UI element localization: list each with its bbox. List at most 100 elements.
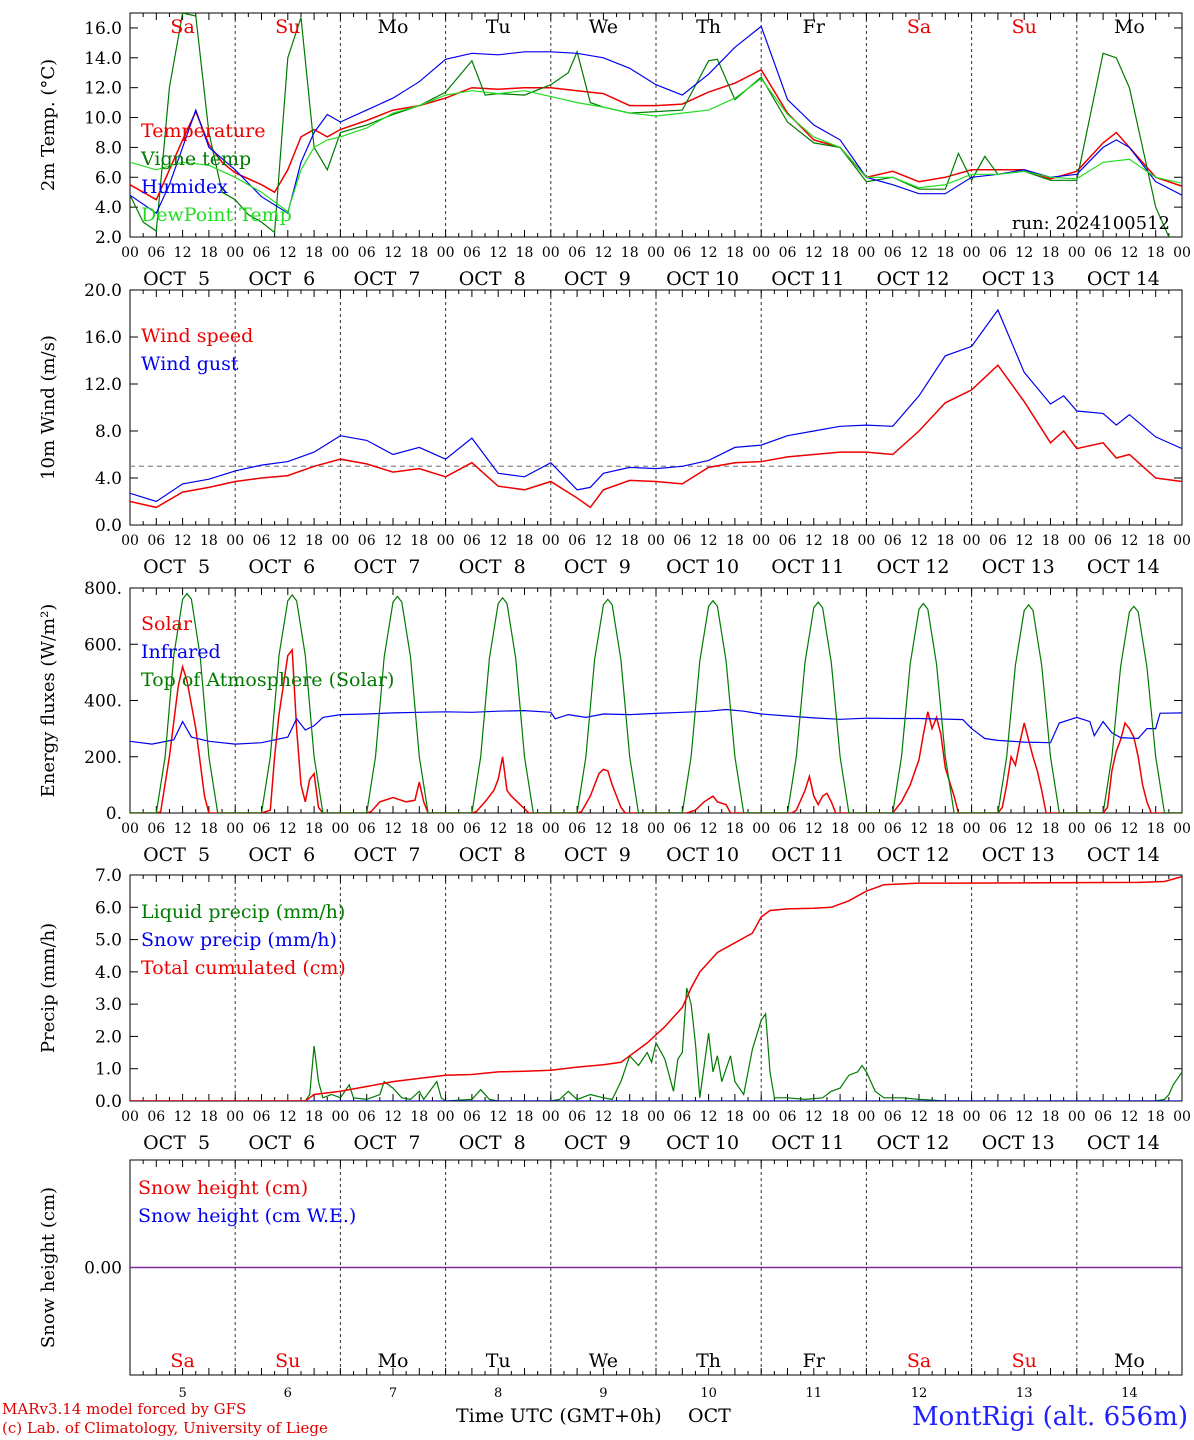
legend-entry: DewPoint Temp bbox=[141, 204, 292, 226]
x-hour-label: 00 bbox=[857, 533, 875, 549]
y-tick-label: 0.0 bbox=[95, 516, 122, 536]
x-hour-label: 00 bbox=[331, 821, 349, 837]
y-tick-label: 2.0 bbox=[95, 1027, 122, 1047]
day-name-label: Sa bbox=[907, 16, 931, 38]
y-tick-label: 8.0 bbox=[95, 422, 122, 442]
x-hour-label: 12 bbox=[279, 821, 297, 837]
x-hour-label: 18 bbox=[1147, 533, 1165, 549]
x-hour-label: 06 bbox=[779, 245, 797, 261]
x-hour-label: 18 bbox=[726, 533, 744, 549]
x-hour-label: 18 bbox=[200, 533, 218, 549]
x-hour-label: 06 bbox=[989, 1109, 1007, 1125]
x-date-label: OCT 5 bbox=[143, 556, 210, 578]
x-axis-month: OCT bbox=[688, 1405, 731, 1427]
x-hour-label: 06 bbox=[463, 821, 481, 837]
x-hour-label: 12 bbox=[279, 245, 297, 261]
y-tick-label: 4.0 bbox=[95, 198, 122, 218]
x-hour-label: 12 bbox=[489, 821, 507, 837]
legend-entry: Solar bbox=[141, 613, 193, 635]
x-date-label: OCT 9 bbox=[564, 268, 631, 290]
day-name-label: Mo bbox=[1114, 16, 1145, 38]
y-tick-label: 12.0 bbox=[84, 375, 122, 395]
day-name-label: Mo bbox=[378, 16, 409, 38]
x-hour-label: 18 bbox=[621, 1109, 639, 1125]
x-hour-label: 00 bbox=[857, 1109, 875, 1125]
x-date-label: OCT 8 bbox=[459, 844, 526, 866]
y-tick-label: 7.0 bbox=[95, 866, 122, 886]
x-date-label: OCT 11 bbox=[771, 844, 844, 866]
x-date-label: OCT 6 bbox=[248, 556, 315, 578]
x-hour-label: 00 bbox=[1173, 533, 1191, 549]
x-hour-label: 18 bbox=[936, 821, 954, 837]
series-line-dewpoint-temp bbox=[130, 77, 1182, 213]
x-hour-label: 18 bbox=[936, 245, 954, 261]
x-hour-label: 12 bbox=[1015, 821, 1033, 837]
x-hour-label: 00 bbox=[963, 821, 981, 837]
x-hour-label: 12 bbox=[910, 821, 928, 837]
day-name-label: We bbox=[589, 16, 618, 38]
x-date-label: OCT 7 bbox=[354, 844, 421, 866]
x-date-label: OCT 7 bbox=[354, 556, 421, 578]
y-tick-label: 600. bbox=[84, 635, 122, 655]
x-date-label: OCT 14 bbox=[1087, 1132, 1160, 1154]
y-tick-label: 16.0 bbox=[84, 19, 122, 39]
x-hour-label: 18 bbox=[1147, 1109, 1165, 1125]
x-date-label: OCT 11 bbox=[771, 556, 844, 578]
x-hour-label: 12 bbox=[805, 821, 823, 837]
x-hour-label: 18 bbox=[1042, 1109, 1060, 1125]
x-hour-label: 18 bbox=[200, 821, 218, 837]
x-hour-label: 06 bbox=[779, 533, 797, 549]
x-hour-label: 18 bbox=[410, 821, 428, 837]
x-hour-label: 06 bbox=[1094, 245, 1112, 261]
x-date-label: OCT 8 bbox=[459, 1132, 526, 1154]
x-hour-label: 18 bbox=[410, 245, 428, 261]
x-hour-label: 06 bbox=[568, 533, 586, 549]
x-hour-label: 12 bbox=[174, 245, 192, 261]
x-hour-label: 18 bbox=[1042, 533, 1060, 549]
series-line-top-of-atmosphere-solar- bbox=[130, 592, 1182, 813]
x-hour-label: 06 bbox=[358, 821, 376, 837]
x-hour-label: 00 bbox=[647, 821, 665, 837]
x-hour-label: 12 bbox=[1120, 1109, 1138, 1125]
y-tick-label: 200. bbox=[84, 748, 122, 768]
x-hour-label: 18 bbox=[1147, 821, 1165, 837]
panel-snow: 0.00 Snow height (cm) Snow height (cm) Snow… bbox=[38, 1159, 1183, 1401]
x-hour-label: 06 bbox=[147, 245, 165, 261]
x-hour-label: 00 bbox=[647, 1109, 665, 1125]
x-hour-label: 06 bbox=[884, 533, 902, 549]
legend-entry: Infrared bbox=[141, 641, 221, 663]
x-hour-label: 18 bbox=[831, 245, 849, 261]
x-date-label: OCT 9 bbox=[564, 1132, 631, 1154]
x-hour-label: 00 bbox=[752, 1109, 770, 1125]
panel-wind: 0.0 4.0 8.0 12.0 16.0 20.0 10m Wind (m/s) Wind … bbox=[38, 281, 1191, 578]
x-axis-title: Time UTC (GMT+0h) bbox=[456, 1405, 662, 1427]
x-hour-label: 12 bbox=[805, 1109, 823, 1125]
y-axis-title: 10m Wind (m/s) bbox=[38, 335, 59, 480]
x-hour-label: 00 bbox=[226, 533, 244, 549]
day-name-label: Th bbox=[696, 1350, 721, 1372]
x-hour-label: 00 bbox=[331, 1109, 349, 1125]
x-hour-label: 00 bbox=[1068, 245, 1086, 261]
x-hour-label: 00 bbox=[437, 821, 455, 837]
x-hour-label: 06 bbox=[358, 533, 376, 549]
x-hour-label: 06 bbox=[989, 245, 1007, 261]
x-hour-label: 12 bbox=[1120, 245, 1138, 261]
y-tick-label: 4.0 bbox=[95, 469, 122, 489]
x-hour-label: 12 bbox=[489, 533, 507, 549]
x-hour-label: 00 bbox=[857, 245, 875, 261]
x-hour-label: 00 bbox=[437, 1109, 455, 1125]
y-tick-label: 20.0 bbox=[84, 281, 122, 301]
x-date-label: OCT 12 bbox=[876, 1132, 949, 1154]
x-hour-label: 12 bbox=[384, 1109, 402, 1125]
x-hour-label: 00 bbox=[1068, 533, 1086, 549]
x-hour-label: 00 bbox=[437, 245, 455, 261]
x-day-number: 8 bbox=[494, 1386, 502, 1401]
x-hour-label: 00 bbox=[542, 821, 560, 837]
series-line-vigne-temp bbox=[130, 13, 1170, 237]
x-day-number: 14 bbox=[1121, 1386, 1138, 1401]
x-hour-label: 12 bbox=[1015, 245, 1033, 261]
y-axis-title: Precip (mm/h) bbox=[38, 923, 59, 1053]
x-day-number: 13 bbox=[1016, 1386, 1033, 1401]
x-date-label: OCT 13 bbox=[982, 844, 1055, 866]
x-hour-label: 06 bbox=[147, 821, 165, 837]
